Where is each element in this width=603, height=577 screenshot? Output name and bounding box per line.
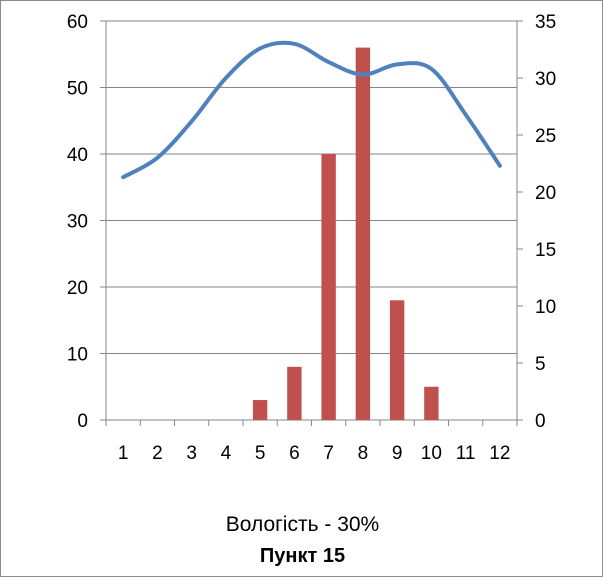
y-left-tick-label: 30 — [67, 212, 88, 233]
bar — [389, 300, 405, 420]
y-left-tick-label: 20 — [67, 278, 88, 299]
bar — [287, 366, 302, 420]
series-line — [121, 40, 502, 180]
x-tick-label: 11 — [456, 443, 476, 464]
chart-title: Пункт 15 — [259, 545, 346, 567]
y-right-tick-label: 20 — [535, 183, 556, 204]
chart-subtitle: Вологість - 30% — [225, 513, 380, 536]
y-left-tick-label: 0 — [77, 411, 88, 432]
y-right-tick-label: 10 — [535, 297, 556, 318]
x-tick-label: 8 — [358, 443, 369, 464]
y-left-tick-label: 10 — [67, 345, 88, 366]
y-right-tick-label: 30 — [535, 69, 556, 90]
bar — [424, 386, 439, 420]
x-tick-label: 4 — [221, 443, 232, 464]
y-right-tick-label: 0 — [535, 411, 546, 432]
x-tick-label: 10 — [421, 443, 442, 464]
y-right-tick-label: 25 — [535, 126, 556, 147]
x-tick-label: 5 — [255, 443, 266, 464]
y-right-tick-label: 5 — [535, 354, 546, 375]
y-left-tick-label: 60 — [67, 12, 88, 33]
x-tick-label: 9 — [392, 443, 403, 464]
y-right-tick-label: 35 — [535, 12, 556, 33]
bar — [321, 154, 336, 420]
x-tick-label: 7 — [323, 443, 334, 464]
x-tick-label: 1 — [118, 443, 129, 464]
y-left-tick-label: 40 — [67, 145, 88, 166]
x-tick-label: 3 — [186, 443, 197, 464]
bar — [252, 400, 268, 420]
x-tick-label: 12 — [489, 443, 510, 464]
y-left-tick-label: 50 — [67, 79, 88, 100]
bar — [355, 47, 371, 420]
x-tick-label: 2 — [152, 443, 163, 464]
x-tick-label: 6 — [289, 443, 300, 464]
y-right-tick-label: 15 — [535, 240, 556, 261]
